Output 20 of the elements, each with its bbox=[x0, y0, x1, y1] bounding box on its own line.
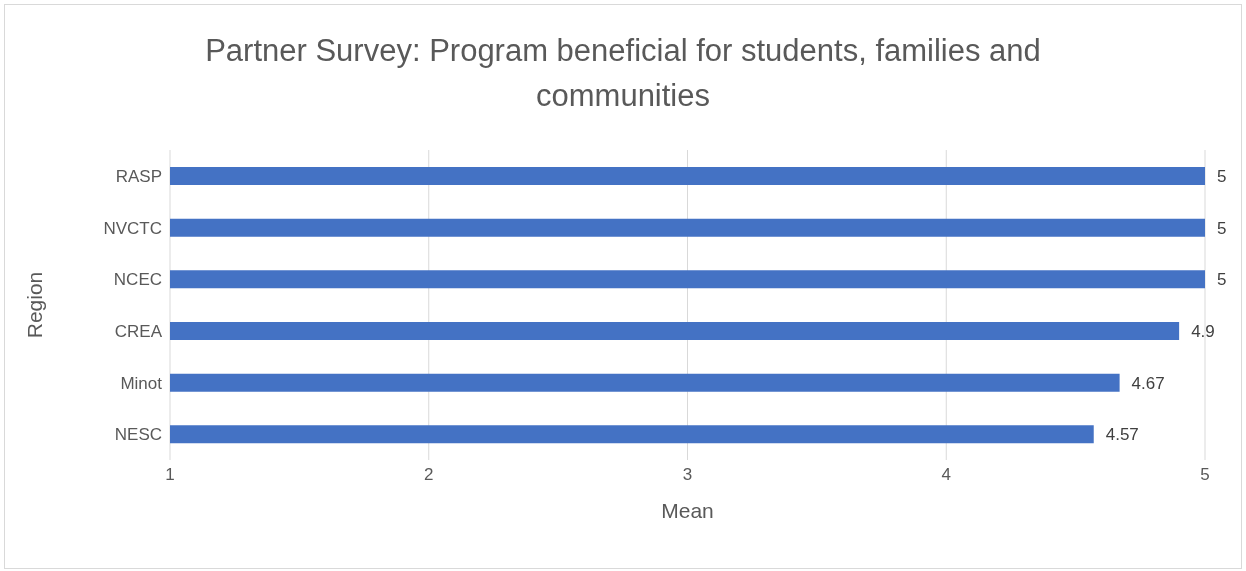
x-tick-label: 4 bbox=[941, 465, 951, 485]
x-tick-label: 2 bbox=[424, 465, 434, 485]
y-tick-label: RASP bbox=[115, 166, 162, 186]
data-label: 5 bbox=[1217, 218, 1227, 238]
x-tick-label: 3 bbox=[682, 465, 693, 485]
y-tick-label: Minot bbox=[120, 373, 163, 393]
chart-title: Partner Survey: Program beneficial for students, families and communities bbox=[204, 32, 1042, 115]
y-tick-label: NESC bbox=[114, 425, 162, 445]
data-label: 4.67 bbox=[1131, 373, 1165, 393]
y-tick-label: NVCTC bbox=[103, 218, 162, 238]
data-label: 4.9 bbox=[1191, 322, 1215, 342]
y-tick-label: CREA bbox=[114, 321, 163, 341]
y-tick-label: NCEC bbox=[113, 270, 162, 290]
data-label: 5 bbox=[1217, 167, 1227, 187]
x-axis-title: Mean bbox=[661, 499, 714, 522]
x-tick-label: 1 bbox=[165, 465, 175, 485]
x-tick-label: 5 bbox=[1200, 465, 1210, 485]
data-label: 4.57 bbox=[1105, 425, 1139, 445]
y-axis-title: Region bbox=[23, 271, 47, 339]
data-label: 5 bbox=[1217, 270, 1227, 290]
